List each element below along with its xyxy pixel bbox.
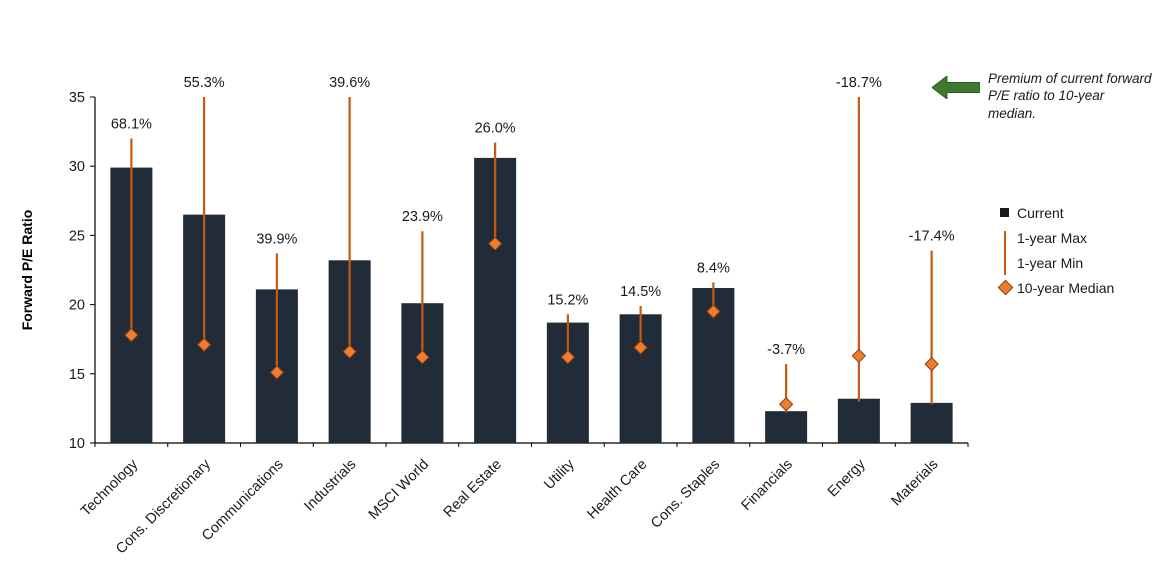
category-label: Communications bbox=[199, 457, 287, 545]
premium-label: -3.7% bbox=[767, 342, 805, 358]
legend-item-max: 1-year Max bbox=[1000, 225, 1152, 250]
category-label: Cons. Staples bbox=[648, 457, 723, 532]
premium-label: 39.9% bbox=[256, 231, 297, 247]
median-diamond bbox=[924, 356, 939, 372]
median-diamond bbox=[706, 304, 721, 319]
premium-label: 15.2% bbox=[547, 292, 588, 308]
median-diamond bbox=[560, 349, 576, 365]
median-diamond bbox=[415, 349, 430, 365]
premium-label: 23.9% bbox=[402, 209, 443, 225]
legend-label-max: 1-year Max bbox=[1017, 229, 1088, 246]
premium-label: 55.3% bbox=[184, 75, 225, 91]
median-diamond-icon bbox=[997, 279, 1017, 296]
bar-current bbox=[910, 402, 953, 443]
category-label: Energy bbox=[825, 456, 869, 500]
median-diamond bbox=[196, 337, 212, 352]
median-diamond bbox=[851, 348, 867, 364]
category-label: Real Estate bbox=[441, 457, 505, 521]
median-diamond bbox=[778, 397, 794, 412]
legend-label-median: 10-year Median bbox=[1017, 279, 1115, 296]
legend-item-median: 10-year Median bbox=[997, 275, 1152, 300]
chart-legend: Current 1-year Max 1-year Min 10-year Me… bbox=[997, 200, 1152, 300]
bar-current bbox=[765, 411, 808, 443]
premium-label: 26.0% bbox=[475, 121, 516, 137]
legend-item-current: Current bbox=[1000, 200, 1152, 225]
category-label: Health Care bbox=[584, 457, 650, 523]
median-diamond bbox=[633, 340, 648, 355]
premium-label: -17.4% bbox=[909, 229, 955, 245]
y-tick-label: 10 bbox=[69, 436, 85, 452]
y-tick-label: 15 bbox=[69, 367, 85, 383]
median-diamond bbox=[124, 327, 139, 343]
y-tick-label: 20 bbox=[69, 298, 85, 314]
current-square-icon bbox=[1000, 208, 1017, 217]
premium-label: 68.1% bbox=[111, 117, 152, 133]
category-label: MSCI World bbox=[366, 457, 432, 523]
category-label: Technology bbox=[78, 456, 142, 520]
legend-label-current: Current bbox=[1017, 204, 1064, 221]
annotation-text: Premium of current forward P/E ratio to … bbox=[988, 71, 1152, 121]
category-label: Industrials bbox=[301, 457, 359, 515]
premium-label: 39.6% bbox=[329, 75, 370, 91]
legend-range-line-icon bbox=[1004, 231, 1006, 275]
median-diamond bbox=[269, 365, 285, 380]
y-tick-label: 30 bbox=[69, 159, 85, 175]
bar-current bbox=[837, 398, 880, 443]
median-diamond bbox=[487, 236, 503, 251]
category-label: Utility bbox=[541, 456, 578, 493]
legend-label-min: 1-year Min bbox=[1017, 254, 1084, 271]
category-label: Financials bbox=[738, 457, 795, 514]
category-label: Materials bbox=[889, 457, 942, 510]
y-tick-label: 25 bbox=[69, 228, 85, 244]
premium-label: 14.5% bbox=[620, 284, 661, 300]
premium-label: 8.4% bbox=[697, 260, 730, 276]
legend-item-min: 1-year Min bbox=[1000, 250, 1152, 275]
premium-label: -18.7% bbox=[836, 75, 882, 91]
green-arrow-icon bbox=[932, 76, 980, 99]
median-diamond bbox=[342, 344, 357, 359]
y-tick-label: 35 bbox=[69, 90, 85, 106]
